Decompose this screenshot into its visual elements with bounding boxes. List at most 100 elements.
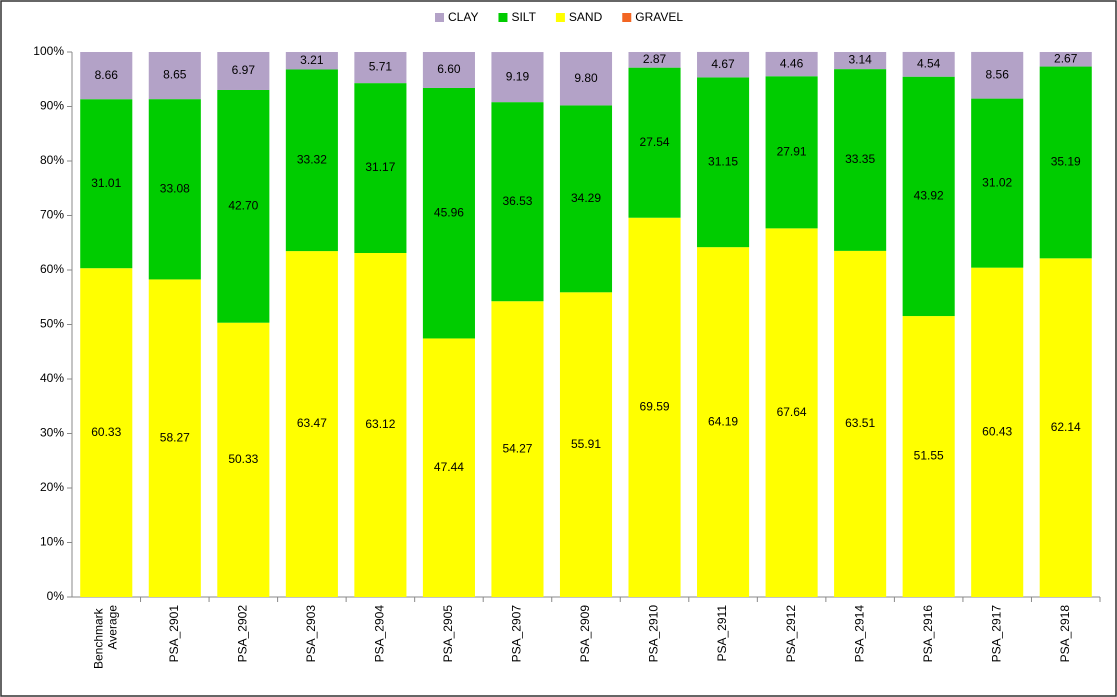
bar-segment	[902, 316, 955, 597]
x-tick-label: PSA_2902	[236, 605, 250, 663]
data-label: 50.33	[228, 452, 258, 466]
data-label: 27.91	[777, 144, 807, 158]
data-label: 27.54	[640, 135, 670, 149]
x-tick-label: PSA_2901	[167, 605, 181, 663]
bar-segment	[1039, 258, 1092, 597]
data-label: 31.01	[91, 176, 121, 190]
legend-swatch	[498, 13, 508, 22]
bar-segment	[628, 52, 681, 68]
bar-segment	[559, 105, 613, 293]
data-label: 64.19	[708, 414, 738, 428]
bar-segment	[217, 89, 270, 323]
y-tick-label: 40%	[40, 371, 64, 385]
x-tick-label: PSA_2911	[715, 605, 729, 662]
bar-segment	[902, 51, 955, 77]
data-label: 67.64	[777, 405, 807, 419]
y-tick-label: 50%	[40, 317, 64, 331]
data-label: 69.59	[640, 400, 670, 414]
bar-segment	[765, 51, 818, 77]
bar-segment	[217, 52, 270, 90]
data-label: 55.91	[571, 437, 601, 451]
data-label: 33.08	[160, 181, 190, 195]
bar-segment	[354, 252, 407, 597]
data-label: 33.32	[297, 152, 327, 166]
x-tick-label: PSA_2914	[852, 605, 866, 663]
bar-segment	[765, 76, 818, 229]
legend-swatch	[622, 13, 632, 22]
data-label: 51.55	[914, 449, 944, 463]
bar-segment	[971, 267, 1024, 597]
y-tick-label: 20%	[40, 480, 64, 494]
bar-segment	[971, 98, 1024, 268]
legend-label: CLAY	[448, 10, 478, 24]
legend-swatch	[555, 13, 565, 22]
bar-segment	[217, 322, 270, 597]
bar-segment	[148, 52, 201, 100]
x-tick-label: PSA_2909	[578, 605, 592, 663]
bar-segment	[285, 251, 338, 597]
data-label: 4.54	[917, 56, 941, 70]
data-label: 58.27	[160, 430, 190, 444]
data-label: 6.97	[232, 63, 256, 77]
data-label: 33.35	[845, 152, 875, 166]
x-tick-label: PSA_2918	[1058, 605, 1072, 663]
data-label: 42.70	[228, 199, 258, 213]
x-tick-label: PSA_2905	[441, 605, 455, 663]
x-tick-label: PSA_2907	[510, 605, 524, 663]
bar-segment	[697, 77, 750, 248]
x-tick-label: PSA_2916	[921, 605, 935, 663]
data-label: 63.51	[845, 416, 875, 430]
data-label: 6.60	[437, 62, 461, 76]
data-label: 2.67	[1054, 51, 1078, 65]
data-label: 4.67	[711, 57, 735, 71]
data-label: 8.65	[163, 68, 187, 82]
bar-segment	[1039, 52, 1092, 67]
bar-segment	[559, 52, 613, 106]
y-tick-label: 30%	[40, 426, 64, 440]
data-label: 2.87	[643, 52, 667, 66]
bar-segment	[628, 67, 681, 218]
data-label: 35.19	[1051, 155, 1081, 169]
bar-segment	[491, 52, 544, 103]
data-label: 60.33	[91, 425, 121, 439]
data-label: 3.14	[848, 53, 872, 67]
data-label: 9.19	[506, 69, 530, 83]
bar-segment	[971, 51, 1024, 99]
data-label: 43.92	[914, 189, 944, 203]
data-label: 63.47	[297, 416, 327, 430]
data-label: 31.17	[365, 160, 395, 174]
bar-segment	[422, 87, 475, 339]
data-label: 63.12	[365, 417, 395, 431]
data-label: 9.80	[574, 71, 598, 85]
x-tick-label: PSA_2903	[304, 605, 318, 663]
bar-segment	[697, 247, 750, 598]
bar-segment	[834, 52, 887, 70]
data-label: 36.53	[502, 194, 532, 208]
legend-swatch	[435, 13, 444, 22]
data-label: 31.02	[982, 175, 1012, 189]
x-tick-label: PSA_2917	[989, 605, 1003, 663]
bar-segment	[80, 268, 133, 597]
data-label: 62.14	[1051, 420, 1081, 434]
bar-segment	[285, 52, 338, 70]
y-tick-label: 80%	[40, 153, 64, 167]
x-tick-label: PSA_2912	[784, 605, 798, 663]
bar-segment	[834, 250, 887, 598]
data-label: 34.29	[571, 191, 601, 205]
legend-label: SAND	[569, 10, 603, 24]
data-label: 47.44	[434, 460, 464, 474]
bar-segment	[697, 51, 750, 78]
legend-label: SILT	[511, 10, 536, 24]
y-tick-label: 70%	[40, 208, 64, 222]
bar-segment	[354, 83, 407, 253]
data-label: 8.56	[986, 67, 1010, 81]
y-tick-label: 10%	[40, 535, 64, 549]
bar-segment	[285, 69, 338, 252]
y-tick-label: 0%	[47, 589, 65, 603]
x-tick-label: Benchmark Average	[91, 605, 119, 669]
data-label: 5.71	[369, 60, 393, 74]
bar-segment	[80, 52, 133, 100]
bar-segment	[902, 76, 955, 317]
